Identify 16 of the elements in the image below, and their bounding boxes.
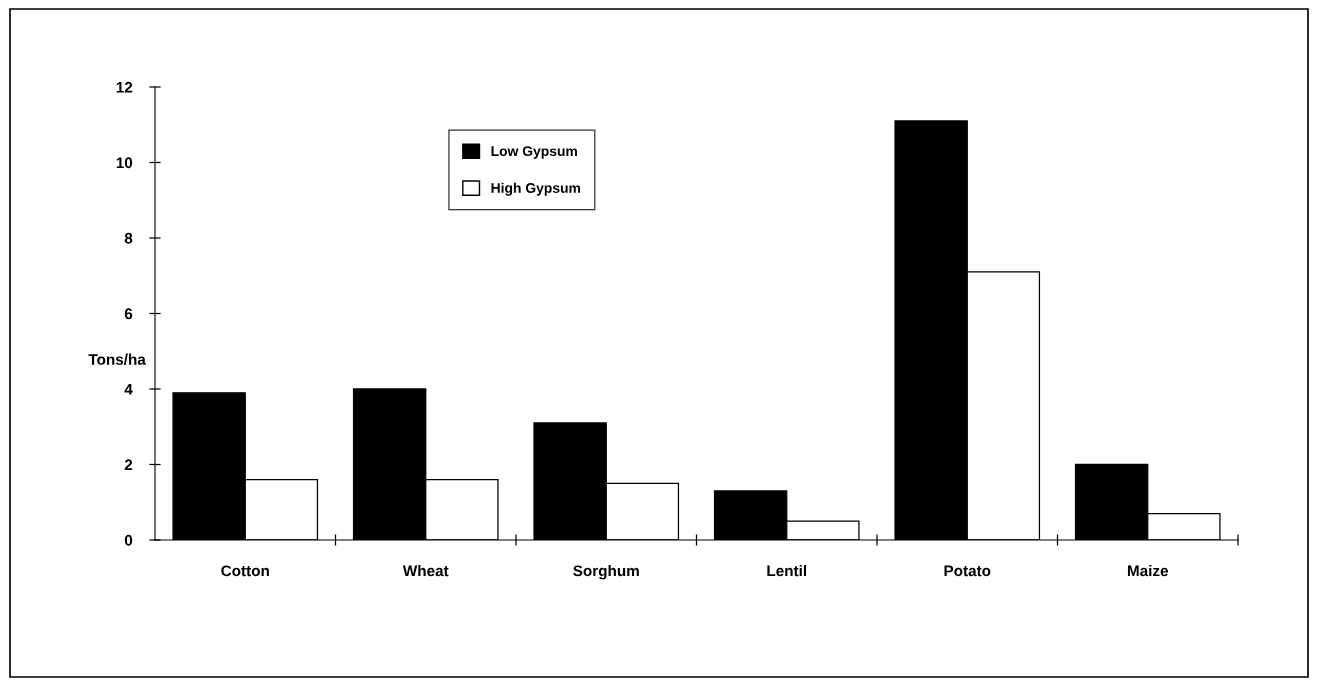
y-tick-label: 4	[124, 384, 133, 395]
legend-label: Low Gypsum	[491, 146, 577, 159]
y-tick-label: 10	[116, 157, 133, 169]
x-tick-label: Lentil	[767, 565, 807, 577]
x-tick-label: Sorghum	[573, 565, 639, 580]
y-tick-label: 12	[116, 81, 133, 93]
x-tick-label: Maize	[1127, 565, 1169, 577]
y-tick-label: 6	[124, 308, 133, 320]
x-tick-label: Potato	[944, 565, 991, 577]
y-tick-label: 2	[124, 459, 133, 471]
y-tick-label: 8	[124, 232, 133, 244]
x-tick-label: Wheat	[402, 565, 449, 577]
y-axis-title: Tons/ha	[88, 353, 146, 365]
y-tick-label: 0	[124, 534, 133, 546]
legend-label: High Gypsum	[491, 182, 581, 196]
x-tick-label: Cotton	[221, 565, 269, 577]
